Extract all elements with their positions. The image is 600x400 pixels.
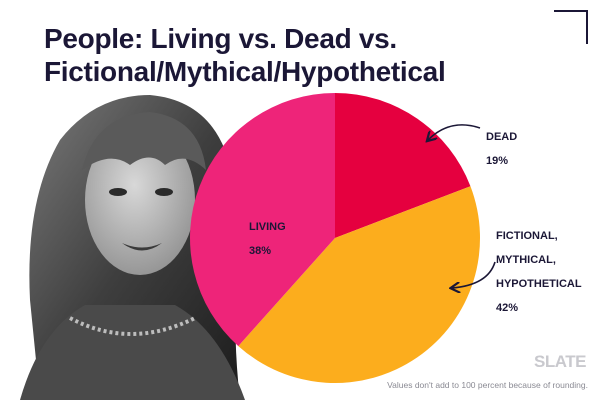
pie-slice-dead (335, 93, 471, 238)
photo-bangs (82, 112, 206, 170)
chart-title: People: Living vs. Dead vs. Fictional/My… (44, 22, 514, 88)
label-fictional-line-2: MYTHICAL, (496, 254, 556, 266)
label-dead: DEAD 19% (486, 119, 517, 167)
arrow-dead (428, 124, 481, 140)
label-living-value: 38% (249, 245, 272, 257)
label-fictional-line-3: HYPOTHETICAL (496, 278, 582, 290)
label-living: LIVING 38% (249, 209, 286, 257)
corner-bracket-decoration (554, 10, 588, 44)
label-fictional-line-1: FICTIONAL, (496, 230, 558, 242)
arrow-fictional (452, 261, 496, 288)
photo-necklace (69, 316, 196, 336)
label-living-name: LIVING (249, 221, 286, 233)
label-dead-value: 19% (486, 155, 509, 167)
label-fictional: FICTIONAL, MYTHICAL, HYPOTHETICAL 42% (496, 218, 582, 314)
label-dead-name: DEAD (486, 131, 518, 143)
label-fictional-value: 42% (496, 302, 519, 314)
chart-title-line-2: Fictional/Mythical/Hypothetical (44, 56, 446, 87)
chart-title-line-1: People: Living vs. Dead vs. (44, 23, 397, 54)
slate-logo: SLATE (534, 352, 586, 371)
pie-slice-fictional (238, 186, 480, 384)
footnote: Values don't add to 100 percent because … (387, 380, 588, 390)
photo-shoulders (20, 305, 245, 400)
pie-slice-living (190, 93, 335, 347)
